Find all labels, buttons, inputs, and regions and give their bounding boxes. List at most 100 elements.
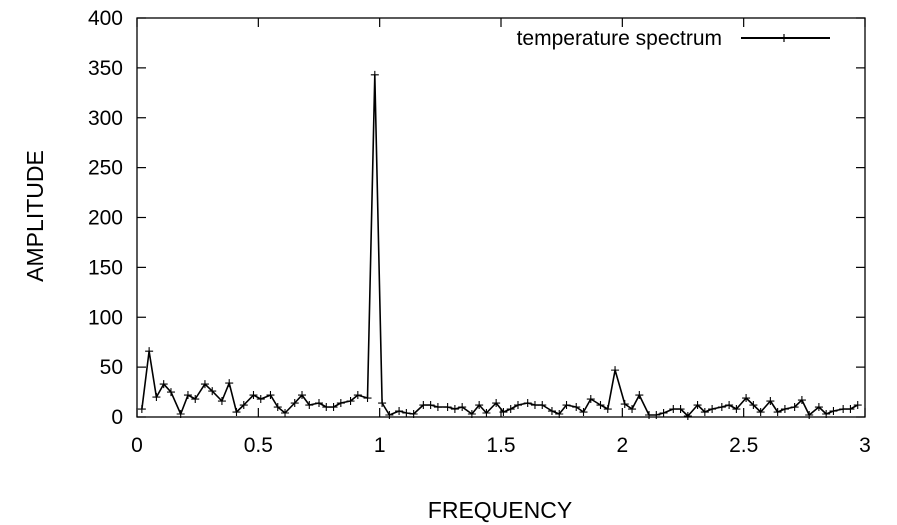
data-point	[256, 395, 265, 404]
data-point	[433, 403, 442, 412]
data-point	[596, 401, 605, 410]
data-point	[645, 411, 654, 420]
data-point	[717, 403, 726, 412]
data-point	[183, 391, 192, 400]
series-layer	[137, 70, 862, 421]
data-point	[353, 391, 362, 400]
x-tick-label: 3	[859, 434, 871, 457]
data-point	[395, 407, 404, 416]
x-axis-ticks: 0 0.5 1 1.5 2 2.5 3	[131, 18, 871, 457]
data-point	[611, 366, 620, 375]
data-point	[586, 395, 595, 404]
data-point	[217, 397, 226, 406]
data-point	[450, 405, 459, 414]
data-point	[635, 391, 644, 400]
data-point	[513, 401, 522, 410]
data-point	[191, 395, 200, 404]
data-point	[628, 405, 637, 414]
y-tick-label: 350	[88, 57, 123, 80]
data-point	[281, 409, 290, 418]
legend: temperature spectrum	[517, 27, 830, 50]
data-point	[443, 403, 452, 412]
data-point	[402, 409, 411, 418]
data-point	[200, 380, 209, 389]
data-point	[700, 408, 709, 417]
data-point	[305, 401, 314, 410]
data-point	[749, 401, 758, 410]
data-point	[492, 399, 501, 408]
data-point	[419, 401, 428, 410]
data-point	[725, 401, 734, 410]
y-axis-ticks: 0 50 100 150 200 250 300 350 400	[88, 7, 865, 429]
data-point	[499, 408, 508, 417]
data-point	[562, 401, 571, 410]
legend-label: temperature spectrum	[517, 27, 722, 50]
data-point	[315, 399, 323, 408]
data-point	[426, 401, 435, 410]
data-point	[547, 407, 556, 416]
x-tick-label: 0	[131, 434, 143, 457]
data-point	[346, 397, 355, 406]
data-point	[603, 405, 612, 414]
data-point	[732, 405, 741, 414]
data-point	[805, 411, 814, 420]
x-tick-label: 1.5	[486, 434, 515, 457]
data-point	[829, 407, 838, 416]
x-axis-title: FREQUENCY	[428, 497, 572, 523]
data-point	[298, 391, 307, 400]
data-point	[579, 408, 588, 417]
data-point	[329, 403, 338, 412]
y-tick-label: 300	[88, 107, 123, 130]
y-tick-label: 150	[88, 256, 123, 279]
data-point	[773, 408, 782, 417]
series-line-0	[141, 74, 859, 417]
data-point	[378, 399, 387, 408]
data-point	[482, 409, 491, 418]
x-tick-label: 1	[374, 434, 386, 457]
data-point	[756, 408, 765, 417]
data-point	[530, 401, 539, 410]
data-point	[208, 387, 217, 396]
data-point	[676, 405, 685, 414]
data-point	[506, 405, 515, 414]
data-point	[137, 405, 146, 414]
data-point	[814, 403, 823, 412]
data-point	[683, 412, 692, 421]
legend-marker	[780, 34, 788, 42]
data-point	[708, 405, 717, 414]
y-tick-label: 0	[111, 406, 123, 429]
data-point	[853, 401, 862, 410]
data-point	[225, 379, 234, 388]
y-tick-label: 100	[88, 306, 123, 329]
data-point	[166, 388, 175, 397]
data-point	[336, 399, 345, 408]
x-tick-label: 2.5	[729, 434, 758, 457]
data-point	[266, 391, 275, 400]
data-point	[273, 403, 282, 412]
y-tick-label: 200	[88, 207, 123, 230]
data-point	[797, 396, 806, 405]
data-point	[458, 403, 467, 412]
data-point	[659, 409, 668, 418]
data-point	[322, 403, 331, 412]
data-point	[385, 411, 394, 420]
data-point	[742, 394, 751, 403]
data-point	[363, 394, 372, 403]
data-point	[475, 401, 484, 410]
data-point	[652, 411, 661, 420]
data-point	[232, 408, 241, 417]
y-axis-title: AMPLITUDE	[22, 150, 48, 282]
data-point	[839, 405, 848, 414]
x-tick-label: 2	[616, 434, 628, 457]
data-point	[846, 405, 855, 414]
y-tick-label: 400	[88, 7, 123, 30]
data-point	[145, 347, 154, 356]
data-point	[249, 391, 258, 400]
data-point	[693, 401, 702, 410]
data-point	[766, 397, 775, 406]
data-point	[290, 399, 299, 408]
data-point	[239, 401, 248, 410]
data-point	[370, 70, 379, 79]
